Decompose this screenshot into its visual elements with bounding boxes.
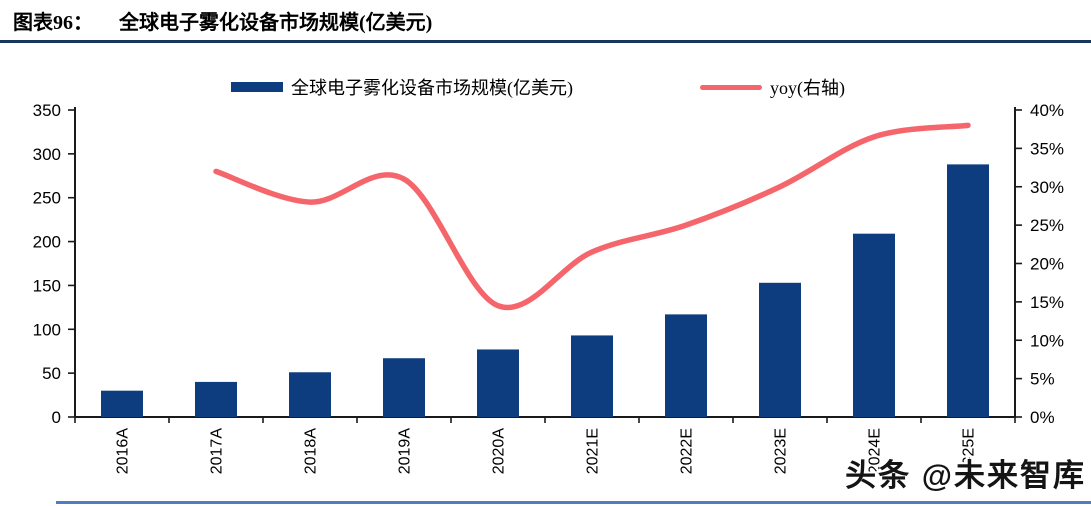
x-axis-label: 2023E: [773, 428, 790, 474]
right-axis-tick-label: 0%: [1030, 408, 1055, 427]
legend-item-market-size: 全球电子雾化设备市场规模(亿美元): [231, 76, 573, 98]
bar-2023E: [759, 282, 801, 417]
x-axis-label: 2025E: [961, 428, 978, 474]
right-axis-tick-label: 35%: [1030, 139, 1064, 158]
title-underline: [0, 40, 1091, 43]
yoy-line: [213, 122, 971, 311]
left-axis-tick-label: 50: [42, 364, 61, 383]
bar-2018A: [289, 372, 331, 417]
bar-2025E: [947, 164, 989, 417]
bar-2019A: [383, 358, 425, 417]
left-axis-tick-label: 300: [33, 145, 61, 164]
right-axis-tick-label: 20%: [1030, 255, 1064, 274]
figure-label: 图表96：: [13, 12, 93, 34]
x-axis-label: 2021E: [585, 428, 602, 474]
x-axis-label: 2019A: [397, 428, 414, 475]
x-axis-label: 2017A: [209, 428, 226, 475]
x-axis-label: 2016A: [115, 428, 132, 475]
right-axis-tick-label: 30%: [1030, 178, 1064, 197]
right-axis-tick-label: 15%: [1030, 293, 1064, 312]
left-axis-tick-label: 0: [52, 408, 61, 427]
bottom-border: [56, 501, 1091, 504]
bar-2020A: [477, 349, 519, 417]
legend-label-market-size: 全球电子雾化设备市场规模(亿美元): [291, 78, 573, 98]
left-axis-tick-label: 150: [33, 276, 61, 295]
left-axis-tick-label: 100: [33, 320, 61, 339]
x-axis-label: 2024E: [867, 428, 884, 474]
bar-2017A: [195, 381, 237, 417]
x-axis-label: 2022E: [679, 428, 696, 474]
bar-2024E: [853, 233, 895, 417]
legend-label-yoy: yoy(右轴): [770, 78, 845, 98]
bar-2021E: [571, 335, 613, 417]
x-axis-label: 2018A: [303, 428, 320, 475]
legend-item-yoy: yoy(右轴): [700, 76, 845, 98]
bar-legend-swatch-icon: [231, 82, 283, 92]
right-axis-tick-label: 5%: [1030, 370, 1055, 389]
left-axis-tick-label: 250: [33, 189, 61, 208]
left-axis-tick-label: 350: [33, 101, 61, 120]
x-axis-label: 2020A: [491, 428, 508, 475]
figure-title: 全球电子雾化设备市场规模(亿美元): [119, 12, 433, 34]
right-axis-tick-label: 10%: [1030, 331, 1064, 350]
right-axis-tick-label: 25%: [1030, 216, 1064, 235]
right-axis-tick-label: 40%: [1030, 101, 1064, 120]
line-legend-swatch-icon: [700, 84, 762, 90]
left-axis-tick-label: 200: [33, 233, 61, 252]
bar-2022E: [665, 314, 707, 417]
watermark: 头条 @未来智库: [845, 458, 1086, 493]
bar-2016A: [101, 390, 143, 417]
figure-header: 图表96： 全球电子雾化设备市场规模(亿美元): [13, 6, 432, 35]
